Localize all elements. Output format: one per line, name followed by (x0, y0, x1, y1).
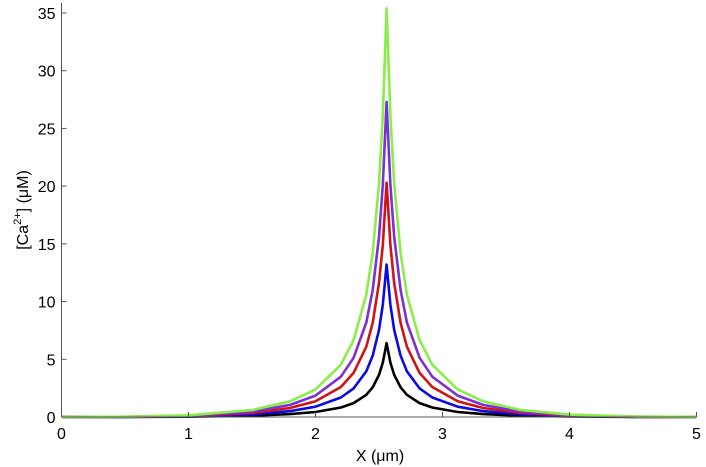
y-tick-label: 20 (38, 179, 56, 196)
series-line-0 (61, 341, 697, 419)
x-tick-label: 1 (184, 426, 193, 443)
y-tick-label: 0 (47, 410, 56, 427)
y-tick-label: 15 (38, 237, 56, 254)
series-line-4 (61, 7, 697, 419)
y-tick-label: 5 (47, 352, 56, 369)
series-line-3 (61, 100, 697, 419)
y-axis-label-suffix: ] (μM) (15, 170, 32, 212)
y-tick-label: 35 (38, 6, 56, 23)
y-axis-label-superscript: 2+ (12, 212, 24, 225)
x-tick-label: 5 (692, 426, 701, 443)
series-line-2 (61, 181, 697, 419)
series-layer (61, 7, 697, 419)
x-tick-label: 4 (565, 426, 574, 443)
x-tick-label: 0 (57, 426, 66, 443)
x-tick-label: 3 (438, 426, 447, 443)
y-axis-label-prefix: [Ca (15, 225, 32, 250)
x-axis-label: X (μm) (356, 448, 404, 465)
y-tick-label: 10 (38, 295, 56, 312)
y-tick-label: 25 (38, 121, 56, 138)
x-tick-label: 2 (311, 426, 320, 443)
y-tick-label: 30 (38, 64, 56, 81)
series-line-1 (61, 263, 697, 419)
axes-layer: 0 1 2 3 4 5 0 5 10 15 20 25 30 35 (38, 3, 701, 443)
y-axis-label: [Ca2+] (μM) (12, 170, 32, 250)
